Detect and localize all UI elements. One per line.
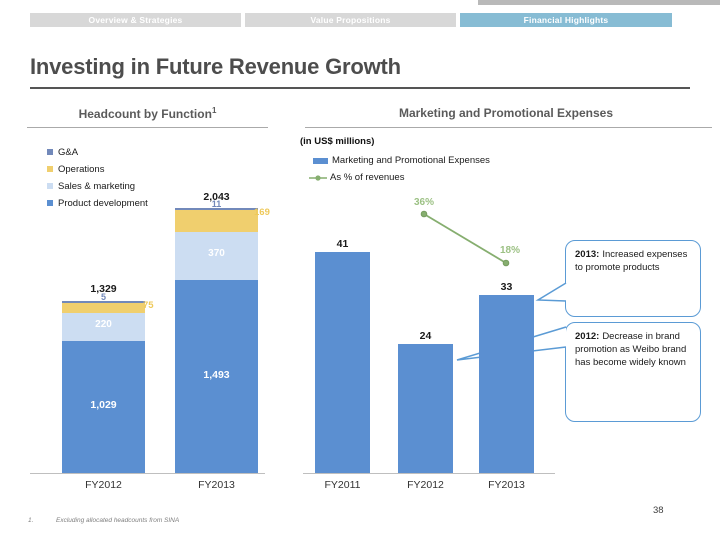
left-chart-title: Headcount by Function1 <box>78 106 217 121</box>
right-chart-title: Marketing and Promotional Expenses <box>398 106 614 120</box>
units-note: (in US$ millions) <box>300 136 375 147</box>
stack-fy2012-ga <box>62 301 145 303</box>
callout-year: 2013: <box>575 249 600 260</box>
legend-item-pct-revenues: As % of revenues <box>308 172 404 183</box>
legend-item-operations: Operations <box>47 163 104 175</box>
legend-swatch-expenses <box>313 157 328 164</box>
footnote-ref: 1 <box>211 106 217 115</box>
legend-swatch-product-development <box>47 200 53 206</box>
right-chart-title-rule <box>305 127 712 128</box>
pct-label-fy2013: 18% <box>499 245 520 256</box>
tab-overview-strategies[interactable]: Overview & Strategies <box>30 13 241 27</box>
footnote-marker: 1. <box>28 517 34 524</box>
left-x-label-fy2012: FY2012 <box>85 479 122 491</box>
value-label-ga-fy2013: 11 <box>211 199 222 209</box>
left-chart-axis <box>30 473 265 474</box>
stack-fy2013-operations <box>175 210 258 232</box>
tab-label: Value Propositions <box>310 15 391 25</box>
value-label-pd-fy2013: 1,493 <box>203 369 230 381</box>
left-chart-title-rule <box>27 127 268 128</box>
stack-fy2012-product-development <box>62 341 145 473</box>
total-label-fy2013: 2,043 <box>203 191 230 203</box>
bar-fy2011 <box>315 252 370 473</box>
tab-value-propositions[interactable]: Value Propositions <box>245 13 456 27</box>
left-x-label-fy2013: FY2013 <box>198 479 235 491</box>
value-label-pd-fy2012: 1,029 <box>90 399 117 411</box>
legend-item-product-development: Product development <box>47 197 148 209</box>
stack-fy2012-operations <box>62 303 145 313</box>
callout-2013-tail <box>535 282 567 302</box>
value-label-fy2013: 33 <box>500 281 513 293</box>
tab-label: Financial Highlights <box>523 15 609 25</box>
legend-line-marker <box>309 174 327 181</box>
footnote-text: Excluding allocated headcounts from SINA <box>56 517 180 524</box>
page-title: Investing in Future Revenue Growth <box>30 54 401 79</box>
value-label-ga-fy2012: 5 <box>100 292 106 302</box>
callout-2012: 2012: Decrease in brand promotion as Weib… <box>565 322 701 422</box>
value-label-operations-fy2012: 75 <box>143 300 154 311</box>
right-x-label-fy2011: FY2011 <box>324 479 361 491</box>
value-label-fy2012: 24 <box>419 330 432 342</box>
callout-text: Increased expenses to promote products <box>575 249 688 274</box>
legend-item-sales-marketing: Sales & marketing <box>47 180 135 192</box>
callout-year: 2012: <box>575 331 600 342</box>
value-label-fy2011: 41 <box>336 238 349 250</box>
stack-fy2013-product-development <box>175 280 258 473</box>
stack-fy2013-sales-marketing <box>175 232 258 280</box>
title-divider <box>30 87 690 89</box>
value-label-sales-fy2012: 220 <box>95 319 112 330</box>
stack-fy2012-sales-marketing <box>62 313 145 341</box>
bar-fy2013 <box>479 295 534 473</box>
tab-financial-highlights[interactable]: Financial Highlights <box>460 13 672 27</box>
legend-item-ga: G&A <box>47 146 78 158</box>
pct-marker-fy2012 <box>420 210 428 218</box>
stack-fy2013-ga <box>175 208 258 210</box>
total-label-fy2012: 1,329 <box>90 283 117 295</box>
legend-item-expenses: Marketing and Promotional Expenses <box>313 155 490 166</box>
callout-text: Decrease in brand promotion as Weibo bra… <box>575 331 687 369</box>
page-number: 38 <box>653 505 664 516</box>
bar-fy2012 <box>398 344 453 473</box>
legend-swatch-operations <box>47 166 53 172</box>
right-x-label-fy2012: FY2012 <box>407 479 444 491</box>
callout-2013: 2013: Increased expenses to promote produ… <box>565 240 701 317</box>
pct-label-fy2012: 36% <box>413 197 434 208</box>
value-label-operations-fy2013: 169 <box>254 207 270 218</box>
right-x-label-fy2013: FY2013 <box>488 479 525 491</box>
top-accent-strip <box>478 0 720 5</box>
value-label-sales-fy2013: 370 <box>208 248 225 259</box>
tab-label: Overview & Strategies <box>88 15 183 25</box>
pct-marker-fy2013 <box>502 259 510 267</box>
legend-swatch-sales-marketing <box>47 183 53 189</box>
legend-swatch-ga <box>47 149 53 155</box>
right-chart-axis <box>303 473 555 474</box>
